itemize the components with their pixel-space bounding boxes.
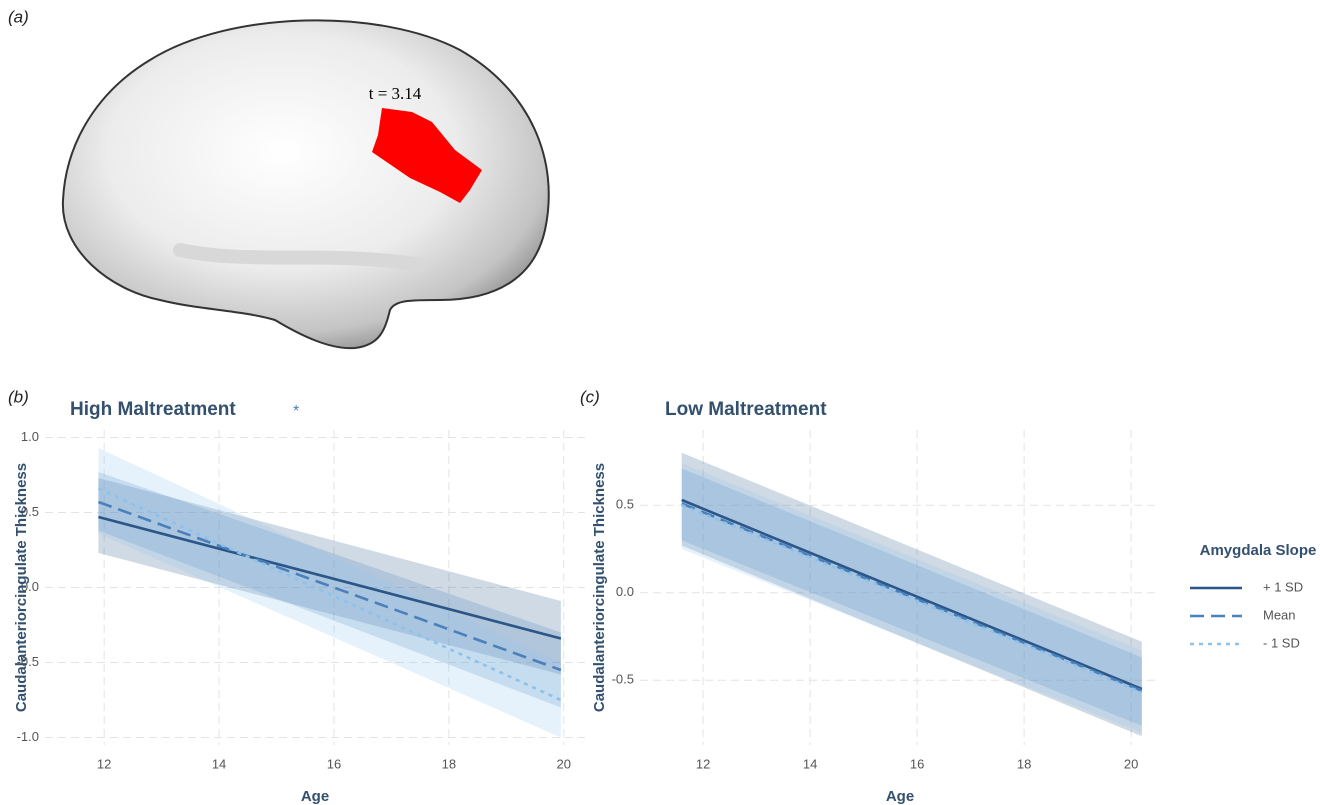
y-tick-label: -1.0: [17, 729, 39, 744]
panel-label: (b): [8, 387, 29, 406]
figure: (a) t = 3.14 1.0 0.5 0.0 -0.5 -1.0 12 14 16 18 20…: [0, 0, 1320, 805]
t-annotation: t = 3.14: [369, 84, 422, 103]
y-tick-label: -0.5: [612, 672, 634, 687]
x-axis-label: Age: [301, 788, 329, 805]
panel-label: (a): [8, 7, 29, 26]
panel-label: (c): [580, 387, 600, 406]
chart-title: High Maltreatment: [70, 399, 236, 420]
legend-label: Mean: [1263, 607, 1296, 622]
x-tick-label: 12: [696, 756, 710, 771]
x-tick-label: 14: [803, 756, 817, 771]
x-tick-label: 20: [1124, 756, 1138, 771]
x-tick-label: 16: [910, 756, 924, 771]
x-tick-label: 20: [557, 756, 571, 771]
chart-title: Low Maltreatment: [665, 399, 827, 420]
y-tick-label: 0.0: [616, 584, 634, 599]
x-tick-label: 18: [1017, 756, 1031, 771]
y-axis-label: Caudalanteriorcingulate Thickness: [591, 463, 608, 712]
legend-label: + 1 SD: [1263, 579, 1303, 594]
y-axis-label: Caudalanteriorcingulate Thickness: [13, 463, 30, 712]
legend-label: - 1 SD: [1263, 635, 1300, 650]
x-tick-label: 16: [327, 756, 341, 771]
trend-line: [682, 500, 1142, 689]
confidence-band: [682, 463, 1142, 733]
x-tick-label: 14: [212, 756, 226, 771]
significance-marker: *: [293, 403, 299, 420]
y-tick-label: 0.5: [616, 497, 634, 512]
x-tick-label: 18: [442, 756, 456, 771]
legend-title: Amygdala Slope: [1200, 542, 1317, 559]
x-tick-label: 12: [97, 756, 111, 771]
x-axis-label: Age: [886, 788, 914, 805]
y-tick-label: 1.0: [21, 429, 39, 444]
brain-surface: [63, 20, 549, 348]
